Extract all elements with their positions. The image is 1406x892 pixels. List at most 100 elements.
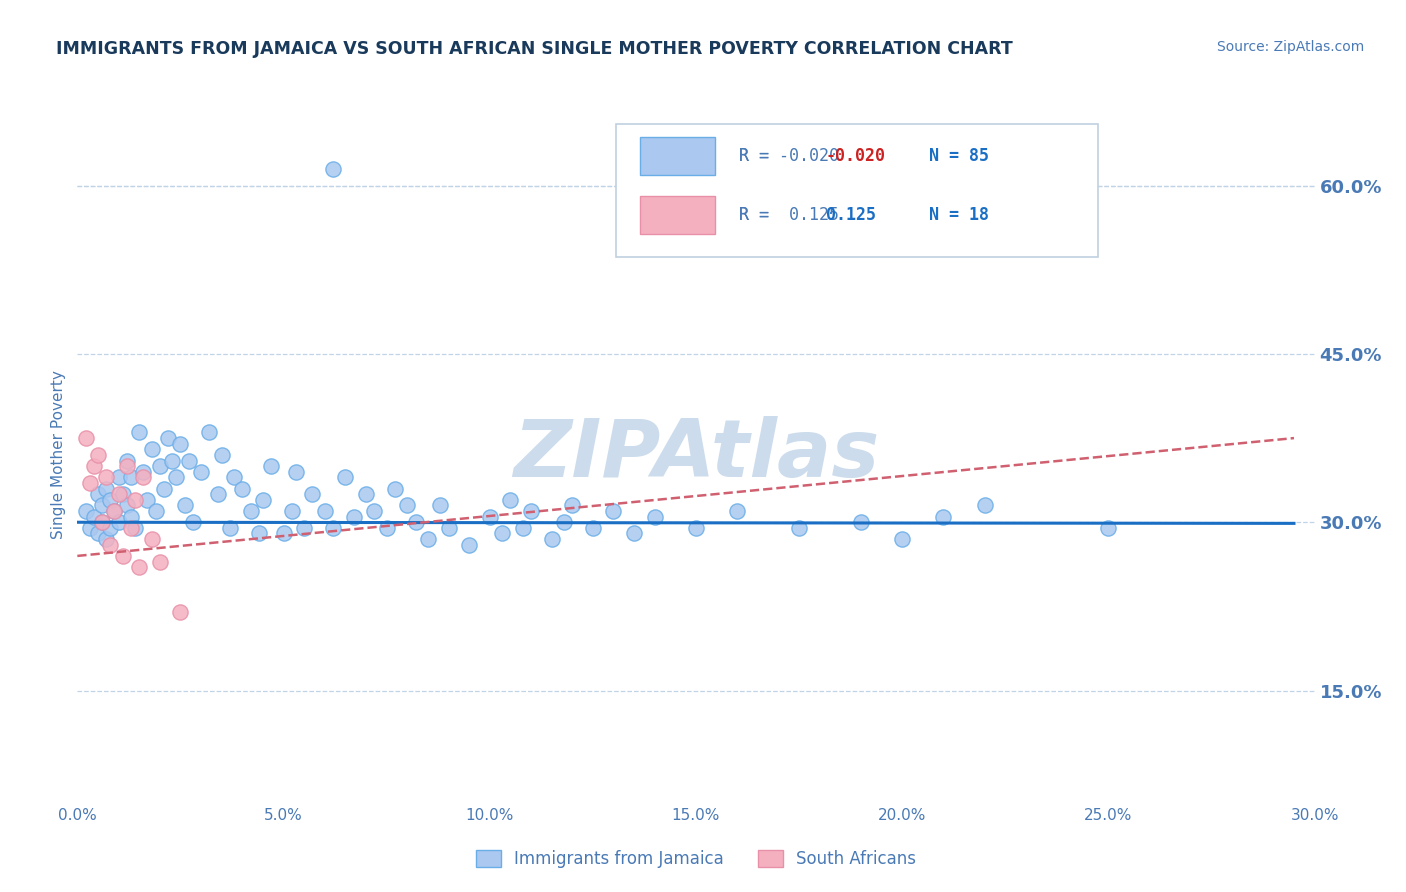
Point <box>87 448 110 462</box>
Point <box>111 549 134 563</box>
Text: N = 18: N = 18 <box>928 206 988 224</box>
Point <box>190 465 212 479</box>
Point <box>169 605 191 619</box>
Point <box>623 526 645 541</box>
Point <box>375 521 398 535</box>
Point <box>239 504 262 518</box>
Point <box>96 470 118 484</box>
Point <box>132 465 155 479</box>
Point <box>458 538 481 552</box>
Point <box>83 459 105 474</box>
Point <box>75 431 97 445</box>
Y-axis label: Single Mother Poverty: Single Mother Poverty <box>51 370 66 540</box>
Point <box>219 521 242 535</box>
Text: R =: R = <box>740 206 779 224</box>
Text: -0.020: -0.020 <box>825 147 886 165</box>
Point <box>160 453 183 467</box>
Point <box>157 431 180 445</box>
Point <box>169 436 191 450</box>
Point <box>322 161 344 176</box>
Point <box>284 465 307 479</box>
Point <box>98 492 121 507</box>
Text: ZIPAtlas: ZIPAtlas <box>513 416 879 494</box>
Point <box>132 470 155 484</box>
Point <box>252 492 274 507</box>
Point <box>582 521 605 535</box>
Point <box>512 521 534 535</box>
Point <box>145 504 167 518</box>
Point <box>111 487 134 501</box>
Point <box>120 521 142 535</box>
Point <box>540 532 562 546</box>
Point <box>75 504 97 518</box>
Point <box>211 448 233 462</box>
Point <box>128 425 150 440</box>
Point <box>107 470 129 484</box>
Point <box>128 560 150 574</box>
Point <box>314 504 336 518</box>
Point <box>91 515 114 529</box>
Point <box>141 532 163 546</box>
Point <box>87 526 110 541</box>
Text: R =  0.125: R = 0.125 <box>740 206 839 224</box>
Point <box>120 509 142 524</box>
Point <box>231 482 253 496</box>
Point <box>405 515 427 529</box>
Point <box>260 459 283 474</box>
Point <box>335 470 357 484</box>
Point <box>181 515 204 529</box>
Point <box>429 499 451 513</box>
Point <box>115 453 138 467</box>
Bar <box>640 196 714 235</box>
Point <box>891 532 914 546</box>
Point <box>384 482 406 496</box>
Point <box>561 499 583 513</box>
Point <box>91 499 114 513</box>
Point <box>849 515 872 529</box>
Point <box>115 459 138 474</box>
Point <box>322 521 344 535</box>
Point <box>107 515 129 529</box>
Point <box>343 509 366 524</box>
Point <box>136 492 159 507</box>
Point <box>553 515 575 529</box>
Point <box>1097 521 1119 535</box>
Point <box>91 515 114 529</box>
Text: 0.125: 0.125 <box>825 206 876 224</box>
Point <box>685 521 707 535</box>
Point <box>644 509 666 524</box>
Point <box>602 504 624 518</box>
Point <box>149 459 172 474</box>
Point <box>292 521 315 535</box>
Point <box>301 487 323 501</box>
Point <box>103 504 125 518</box>
Point <box>222 470 245 484</box>
FancyBboxPatch shape <box>616 124 1098 257</box>
Point <box>363 504 385 518</box>
Point <box>478 509 501 524</box>
Point <box>124 492 146 507</box>
Bar <box>640 137 714 175</box>
Point <box>107 487 129 501</box>
Text: IMMIGRANTS FROM JAMAICA VS SOUTH AFRICAN SINGLE MOTHER POVERTY CORRELATION CHART: IMMIGRANTS FROM JAMAICA VS SOUTH AFRICAN… <box>56 40 1012 58</box>
Point <box>83 509 105 524</box>
Point <box>141 442 163 457</box>
Point <box>165 470 187 484</box>
Point <box>437 521 460 535</box>
Point <box>120 470 142 484</box>
Point <box>396 499 419 513</box>
Point <box>499 492 522 507</box>
Point <box>96 482 118 496</box>
Point <box>787 521 810 535</box>
Text: Source: ZipAtlas.com: Source: ZipAtlas.com <box>1216 40 1364 54</box>
Point <box>207 487 229 501</box>
Point <box>115 499 138 513</box>
Point <box>98 521 121 535</box>
Point <box>79 475 101 490</box>
Point <box>124 521 146 535</box>
Point <box>79 521 101 535</box>
Point <box>973 499 995 513</box>
Point <box>932 509 955 524</box>
Point <box>520 504 543 518</box>
Text: R = -0.020: R = -0.020 <box>740 147 839 165</box>
